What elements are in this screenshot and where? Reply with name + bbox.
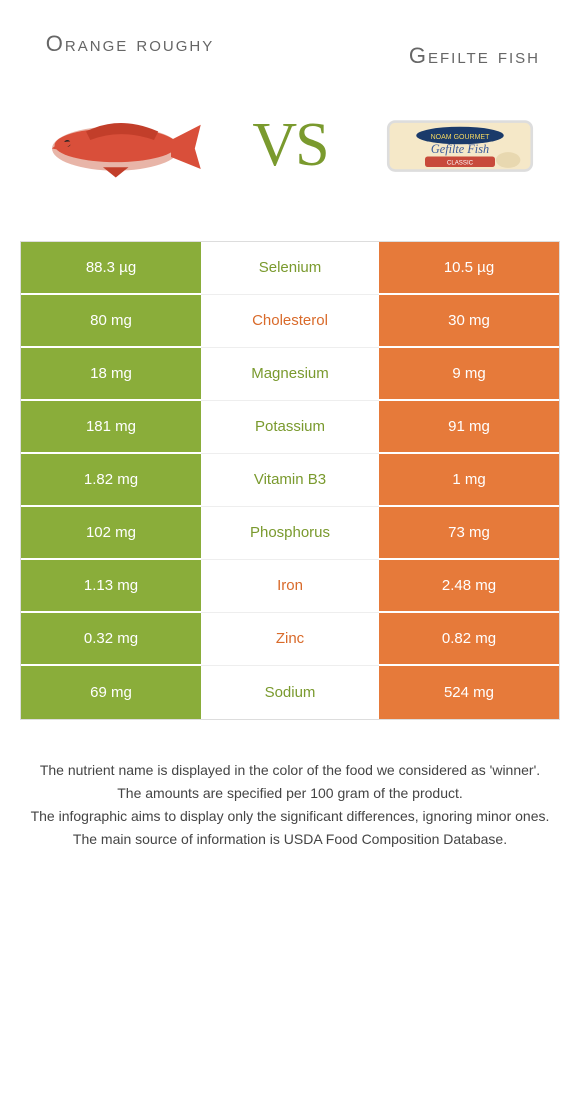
nutrient-value-left: 1.82 mg — [21, 454, 201, 507]
nutrient-value-left: 102 mg — [21, 507, 201, 560]
nutrient-value-left: 88.3 µg — [21, 242, 201, 295]
nutrient-value-right: 9 mg — [379, 348, 559, 401]
gefilte-fish-package-icon: NOAM GOURMET Gefilte Fish CLASSIC — [380, 111, 540, 181]
nutrient-row: 1.82 mgVitamin B31 mg — [21, 454, 559, 507]
nutrient-value-left: 80 mg — [21, 295, 201, 348]
nutrient-name: Magnesium — [201, 348, 379, 401]
nutrient-row: 80 mgCholesterol30 mg — [21, 295, 559, 348]
nutrient-name: Cholesterol — [201, 295, 379, 348]
nutrient-value-right: 73 mg — [379, 507, 559, 560]
nutrient-name: Potassium — [201, 401, 379, 454]
footer-line: The amounts are specified per 100 gram o… — [20, 783, 560, 804]
svg-text:Gefilte Fish: Gefilte Fish — [431, 142, 489, 156]
footer-notes: The nutrient name is displayed in the co… — [0, 720, 580, 872]
nutrient-value-left: 181 mg — [21, 401, 201, 454]
svg-text:CLASSIC: CLASSIC — [447, 159, 474, 166]
header: Orange roughy Gefilte fish — [0, 0, 580, 81]
nutrient-value-right: 10.5 µg — [379, 242, 559, 295]
footer-line: The nutrient name is displayed in the co… — [20, 760, 560, 781]
nutrient-row: 102 mgPhosphorus73 mg — [21, 507, 559, 560]
nutrient-row: 18 mgMagnesium9 mg — [21, 348, 559, 401]
nutrient-row: 88.3 µgSelenium10.5 µg — [21, 242, 559, 295]
food-image-right: NOAM GOURMET Gefilte Fish CLASSIC — [370, 91, 550, 201]
nutrient-name: Phosphorus — [201, 507, 379, 560]
orange-roughy-icon — [35, 106, 205, 186]
food-title-right: Gefilte fish — [340, 30, 540, 71]
nutrient-value-right: 1 mg — [379, 454, 559, 507]
vs-label: VS — [252, 110, 327, 181]
nutrient-name: Vitamin B3 — [201, 454, 379, 507]
nutrient-row: 181 mgPotassium91 mg — [21, 401, 559, 454]
nutrient-value-right: 91 mg — [379, 401, 559, 454]
nutrient-value-left: 69 mg — [21, 666, 201, 719]
nutrient-row: 69 mgSodium524 mg — [21, 666, 559, 719]
nutrient-table: 88.3 µgSelenium10.5 µg80 mgCholesterol30… — [20, 241, 560, 720]
food-image-left — [30, 91, 210, 201]
food-title-left: Orange roughy — [40, 30, 220, 59]
footer-line: The main source of information is USDA F… — [20, 829, 560, 850]
nutrient-name: Iron — [201, 560, 379, 613]
nutrient-name: Sodium — [201, 666, 379, 719]
nutrient-value-left: 1.13 mg — [21, 560, 201, 613]
nutrient-name: Selenium — [201, 242, 379, 295]
nutrient-row: 0.32 mgZinc0.82 mg — [21, 613, 559, 666]
nutrient-row: 1.13 mgIron2.48 mg — [21, 560, 559, 613]
nutrient-value-right: 0.82 mg — [379, 613, 559, 666]
nutrient-value-right: 524 mg — [379, 666, 559, 719]
nutrient-value-right: 2.48 mg — [379, 560, 559, 613]
footer-line: The infographic aims to display only the… — [20, 806, 560, 827]
svg-text:NOAM GOURMET: NOAM GOURMET — [431, 134, 490, 141]
nutrient-value-left: 0.32 mg — [21, 613, 201, 666]
nutrient-name: Zinc — [201, 613, 379, 666]
images-row: VS NOAM GOURMET Gefilte Fish CLASSIC — [0, 81, 580, 241]
nutrient-value-right: 30 mg — [379, 295, 559, 348]
nutrient-value-left: 18 mg — [21, 348, 201, 401]
